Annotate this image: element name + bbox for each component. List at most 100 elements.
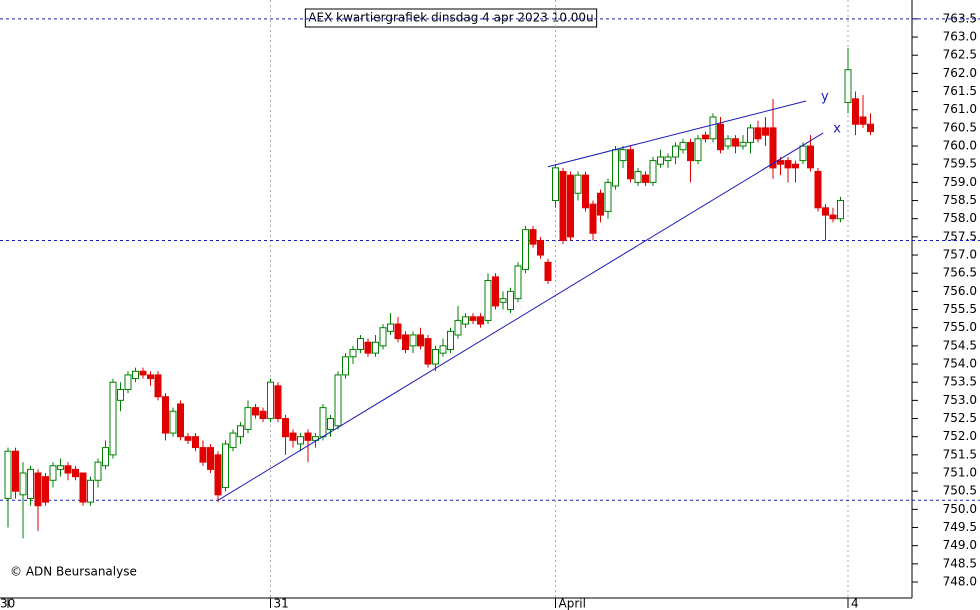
candle-body — [799, 145, 807, 162]
chart-title: AEX kwartiergrafiek dinsdag 4 apr 2023 1… — [308, 11, 593, 25]
candle-body — [304, 432, 312, 441]
y-tick-label: 760.5 — [943, 120, 977, 134]
candle-body — [634, 170, 642, 183]
candle-body — [724, 138, 732, 147]
candle-body — [147, 374, 154, 380]
candle-body — [222, 443, 229, 489]
y-tick-label: 755.0 — [943, 320, 977, 334]
candle-body — [132, 370, 139, 380]
candle-body — [604, 181, 612, 212]
candle-body — [282, 418, 289, 438]
x-tick-label: 4 — [851, 597, 859, 610]
x-tick-label: April — [559, 597, 586, 610]
y-tick-label: 758.5 — [943, 193, 977, 207]
y-tick-label: 759.0 — [943, 175, 977, 189]
candle-body — [124, 374, 132, 390]
candle-body — [267, 381, 274, 420]
candle-body — [229, 432, 237, 449]
candle-body — [702, 134, 709, 140]
candle-body — [852, 98, 859, 125]
candle-body — [597, 192, 604, 216]
candle-body — [372, 341, 379, 354]
y-tick-label: 756.5 — [943, 266, 977, 280]
candle-body — [454, 319, 462, 336]
candle-body — [657, 156, 664, 165]
candle-body — [492, 276, 499, 307]
candle-body — [109, 381, 117, 456]
candle-body — [87, 479, 94, 503]
candle-body — [394, 323, 402, 340]
x-tick-label: 31 — [274, 597, 289, 610]
candle-body — [207, 447, 214, 470]
candle-body — [582, 174, 589, 209]
candle-body — [747, 127, 754, 143]
candle-body — [642, 174, 649, 183]
candle-body — [462, 316, 469, 325]
candle-body — [297, 436, 304, 445]
candle-body — [844, 69, 852, 103]
candle-body — [274, 385, 282, 420]
candle-body — [349, 348, 357, 358]
candle-body — [777, 160, 784, 165]
candle-body — [342, 356, 349, 376]
y-tick-label: 755.5 — [943, 302, 977, 316]
candle-body — [679, 141, 687, 151]
candle-body — [574, 174, 582, 194]
candle-body — [79, 472, 87, 503]
candle-body — [619, 149, 627, 162]
candle-body — [319, 407, 327, 438]
candle-body — [589, 203, 597, 234]
candle-body — [244, 407, 252, 430]
y-tick-label: 750.5 — [943, 484, 977, 498]
candle-body — [514, 265, 522, 300]
candle-body — [184, 436, 192, 441]
candle-body — [49, 465, 57, 481]
candle-body — [522, 229, 529, 271]
candle-body — [19, 472, 27, 496]
y-tick-label: 752.5 — [943, 411, 977, 425]
y-tick-label: 750.0 — [943, 502, 977, 516]
candle-body — [409, 334, 417, 347]
candle-body — [432, 348, 439, 365]
candle-body — [507, 290, 514, 311]
candle-body — [709, 116, 717, 140]
candle-body — [829, 214, 837, 220]
x-tick-label: 30 — [0, 597, 15, 610]
candle-body — [192, 436, 199, 449]
candle-body — [379, 327, 387, 347]
candle-body — [27, 468, 34, 499]
candle-body — [312, 436, 319, 441]
candle-body — [64, 465, 72, 474]
candle-body — [792, 163, 799, 169]
candle-body — [664, 156, 672, 162]
candle-body — [357, 338, 364, 350]
candle-body — [387, 323, 394, 332]
trend-label: y — [821, 89, 829, 104]
candle-body — [814, 170, 822, 209]
candle-body — [739, 141, 747, 147]
y-tick-label: 753.5 — [943, 375, 977, 389]
candle-body — [102, 447, 109, 467]
candle-body — [822, 207, 829, 216]
y-tick-label: 749.5 — [943, 520, 977, 534]
candle-body — [12, 450, 19, 492]
y-tick-label: 754.5 — [943, 338, 977, 352]
trend-label: x — [833, 121, 841, 136]
y-tick-label: 758.0 — [943, 211, 977, 225]
candle-body — [469, 316, 477, 321]
candle-body — [117, 388, 124, 401]
title-box — [304, 8, 598, 28]
y-tick-label: 762.5 — [943, 48, 977, 62]
candle-body — [199, 447, 207, 463]
candle-body — [162, 396, 169, 434]
candle-body — [529, 229, 537, 245]
candle-body — [807, 145, 814, 169]
y-tick-label: 754.0 — [943, 357, 977, 371]
candle-body — [57, 465, 64, 470]
candle-body — [559, 170, 567, 242]
candle-body — [424, 338, 432, 365]
candle-body — [252, 407, 259, 416]
candle-body — [477, 316, 484, 325]
candle-body — [784, 160, 792, 169]
candle-body — [837, 200, 844, 220]
